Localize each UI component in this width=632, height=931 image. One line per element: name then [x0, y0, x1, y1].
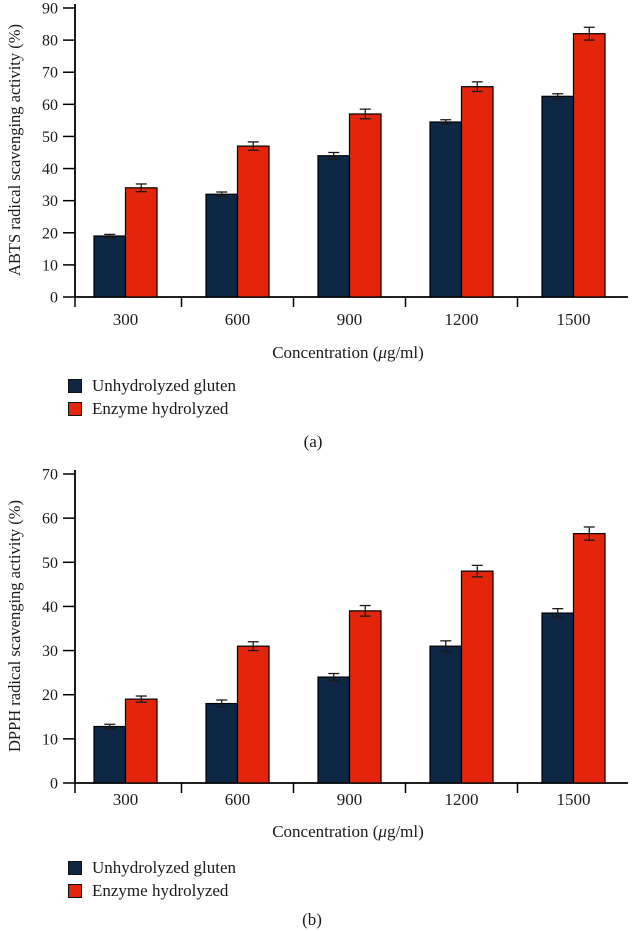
- svg-text:1500: 1500: [557, 790, 591, 809]
- bars: [93, 532, 606, 784]
- error-bars: [104, 526, 595, 730]
- svg-text:300: 300: [113, 790, 139, 809]
- svg-text:40: 40: [42, 161, 58, 178]
- legend-item-unhydrolyzed-gluten: Unhydrolyzed gluten: [68, 376, 236, 395]
- x-axis-title: Concentration (μg/ml): [272, 343, 424, 362]
- legend-label-enzyme-hydrolyzed: Enzyme hydrolyzed: [92, 881, 229, 900]
- dpph-bar-chart: 0 10 20 30 40 50 60 70 300 600 900 1200 1500 Concentr…: [5, 467, 628, 841]
- svg-text:20: 20: [42, 687, 58, 704]
- bar-300-enzyme: [124, 187, 158, 298]
- svg-text:70: 70: [42, 65, 58, 82]
- legend-label-enzyme-hydrolyzed: Enzyme hydrolyzed: [92, 399, 229, 418]
- legend-b: Unhydrolyzed gluten Enzyme hydrolyzed: [68, 858, 236, 900]
- bar-600-unhydrolyzed: [205, 702, 239, 784]
- svg-text:50: 50: [42, 129, 58, 146]
- bar-1200-enzyme: [460, 86, 494, 298]
- bar-1500-unhydrolyzed: [541, 612, 575, 784]
- x-axis-title: Concentration (μg/ml): [272, 822, 424, 841]
- bar-900-enzyme: [348, 113, 382, 298]
- legend-label-unhydrolyzed-gluten: Unhydrolyzed gluten: [92, 376, 236, 395]
- svg-text:20: 20: [42, 225, 58, 242]
- bar-1500-enzyme: [572, 33, 606, 298]
- axis-titles: Concentration (μg/ml) ABTS radical scaven…: [5, 24, 424, 362]
- y-axis-title: DPPH radical scavenging activity (%): [5, 500, 24, 752]
- panel-label-b: (b): [302, 910, 322, 929]
- bar-1200-unhydrolyzed: [429, 645, 463, 784]
- svg-text:600: 600: [225, 310, 251, 329]
- svg-text:70: 70: [42, 467, 58, 484]
- y-tick-labels: 0 10 20 30 40 50 60 70: [42, 467, 58, 793]
- bar-300-enzyme: [124, 698, 158, 784]
- svg-text:300: 300: [113, 310, 139, 329]
- svg-text:30: 30: [42, 193, 58, 210]
- bar-1200-unhydrolyzed: [429, 121, 463, 298]
- axis-ticks: [63, 473, 519, 793]
- svg-text:30: 30: [42, 643, 58, 660]
- abts-bar-chart: 0 10 20 30 40 50 60 70 80 90 300 600 900 1200 1500 Conc…: [5, 1, 628, 362]
- svg-text:10: 10: [42, 731, 58, 748]
- svg-text:900: 900: [337, 310, 363, 329]
- bar-1500-enzyme: [572, 532, 606, 784]
- axis-ticks: [63, 7, 519, 307]
- bar-300-unhydrolyzed: [93, 725, 127, 784]
- legend-a: Unhydrolyzed gluten Enzyme hydrolyzed: [68, 376, 236, 418]
- axis-titles: Concentration (μg/ml) DPPH radical scaven…: [5, 500, 424, 841]
- y-tick-labels: 0 10 20 30 40 50 60 70 80 90: [42, 1, 58, 307]
- x-tick-labels: 300 600 900 1200 1500: [113, 790, 591, 809]
- bar-900-unhydrolyzed: [317, 676, 351, 784]
- bar-1200-enzyme: [460, 570, 494, 784]
- bar-1500-unhydrolyzed: [541, 95, 575, 298]
- legend-item-enzyme-hydrolyzed: Enzyme hydrolyzed: [68, 399, 236, 418]
- svg-text:60: 60: [42, 511, 58, 528]
- svg-text:1200: 1200: [445, 790, 479, 809]
- bar-600-unhydrolyzed: [205, 193, 239, 298]
- svg-text:60: 60: [42, 97, 58, 114]
- svg-text:1200: 1200: [445, 310, 479, 329]
- legend-swatch-navy: [68, 860, 82, 875]
- svg-text:40: 40: [42, 599, 58, 616]
- legend-item-enzyme-hydrolyzed: Enzyme hydrolyzed: [68, 881, 236, 900]
- svg-text:1500: 1500: [557, 310, 591, 329]
- panel-label-a: (a): [303, 432, 323, 451]
- legend-label-unhydrolyzed-gluten: Unhydrolyzed gluten: [92, 858, 236, 877]
- svg-text:0: 0: [50, 776, 58, 793]
- svg-text:900: 900: [337, 790, 363, 809]
- y-axis-title: ABTS radical scavenging activity (%): [5, 24, 24, 276]
- svg-text:600: 600: [225, 790, 251, 809]
- legend-swatch-red: [68, 401, 82, 416]
- bars: [93, 33, 606, 298]
- bar-600-enzyme: [236, 645, 270, 784]
- bar-300-unhydrolyzed: [93, 235, 127, 298]
- svg-text:90: 90: [42, 1, 58, 18]
- svg-text:10: 10: [42, 257, 58, 274]
- svg-text:80: 80: [42, 33, 58, 50]
- svg-text:50: 50: [42, 555, 58, 572]
- bar-900-unhydrolyzed: [317, 155, 351, 298]
- legend-swatch-navy: [68, 378, 82, 393]
- x-tick-labels: 300 600 900 1200 1500: [113, 310, 591, 329]
- error-bars: [104, 26, 595, 239]
- bar-900-enzyme: [348, 610, 382, 784]
- bar-600-enzyme: [236, 145, 270, 298]
- legend-swatch-red: [68, 883, 82, 898]
- svg-text:0: 0: [50, 290, 58, 307]
- legend-item-unhydrolyzed-gluten: Unhydrolyzed gluten: [68, 858, 236, 877]
